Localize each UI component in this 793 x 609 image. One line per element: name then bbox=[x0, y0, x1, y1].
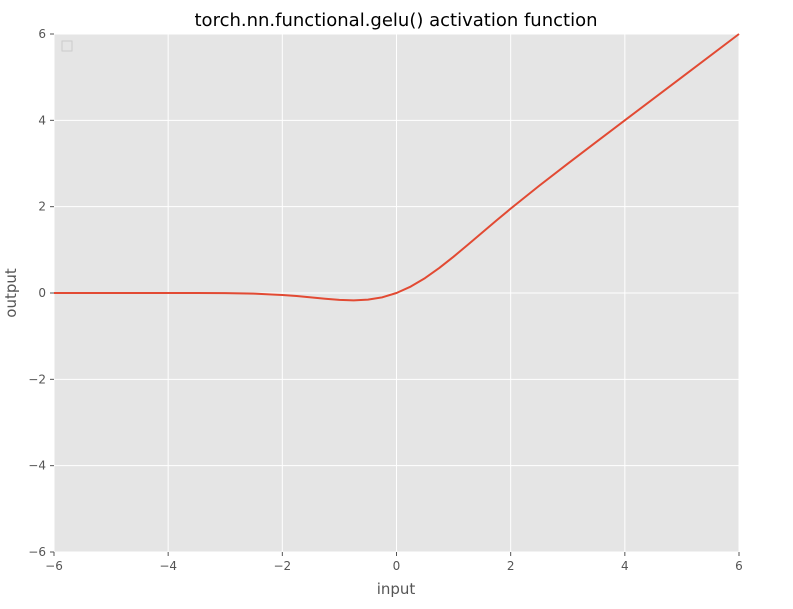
ticks: −6 −4 −2 0 2 4 6 −6 −4 −2 0 2 4 6 bbox=[28, 27, 743, 573]
x-tick-label: −4 bbox=[159, 559, 177, 573]
x-tick-label: 4 bbox=[621, 559, 629, 573]
legend-box bbox=[61, 40, 73, 52]
chart-title: torch.nn.functional.gelu() activation fu… bbox=[195, 10, 598, 31]
y-tick-label: −2 bbox=[28, 372, 46, 386]
y-tick-label: −4 bbox=[28, 459, 46, 473]
x-tick-label: −2 bbox=[273, 559, 291, 573]
y-axis-label: output bbox=[2, 268, 20, 318]
x-tick-label: 0 bbox=[393, 559, 401, 573]
x-axis-label: input bbox=[377, 580, 416, 598]
x-tick-label: −6 bbox=[45, 559, 63, 573]
series-line-0 bbox=[54, 33, 740, 302]
y-tick-label: 6 bbox=[38, 27, 46, 41]
series-layer bbox=[54, 33, 740, 302]
y-tick-label: 4 bbox=[38, 113, 46, 127]
x-tick-label: 6 bbox=[735, 559, 743, 573]
y-tick-label: 2 bbox=[38, 200, 46, 214]
x-tick-label: 2 bbox=[507, 559, 515, 573]
y-tick-label: 0 bbox=[38, 286, 46, 300]
y-tick-label: −6 bbox=[28, 545, 46, 559]
